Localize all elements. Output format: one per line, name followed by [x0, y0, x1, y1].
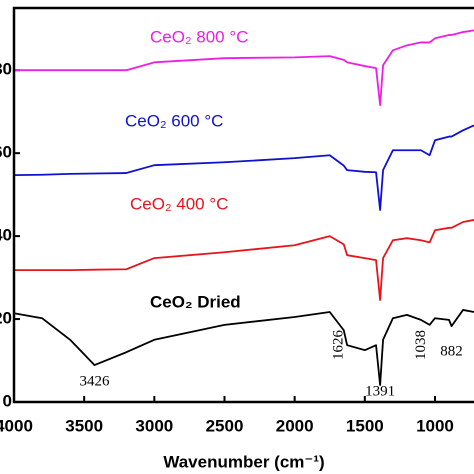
y-tick-label: 40: [0, 226, 12, 245]
series-label: CeO₂ Dried: [150, 292, 241, 311]
spectrum-line: [13, 124, 474, 211]
spectrum-line: [14, 29, 474, 106]
x-tick-label: 1000: [416, 416, 454, 435]
peak-label: 3426: [80, 373, 111, 389]
peak-label: 1038: [413, 330, 429, 360]
series-label: CeO₂ 600 °C: [125, 111, 223, 130]
series-label: CeO₂ 800 °C: [150, 27, 248, 46]
plot-frame: [12, 6, 474, 404]
x-tick-label: 2500: [206, 416, 244, 435]
x-tick-label: 1500: [346, 416, 384, 435]
peak-label: 882: [440, 343, 463, 359]
spectrum-line: [14, 219, 474, 301]
x-axis-label: Wavenumber (cm⁻¹): [163, 452, 324, 471]
y-tick-label: 60: [0, 143, 12, 162]
x-tick-label: 4000: [0, 416, 33, 435]
series-label: CeO₂ 400 °C: [130, 194, 228, 213]
spectrum-line: [13, 309, 474, 386]
y-tick-label: 80: [0, 60, 12, 79]
y-tick-label: 0: [3, 391, 12, 410]
x-tick-label: 2000: [276, 416, 314, 435]
x-tick-label: 3500: [65, 416, 103, 435]
peak-label: 1626: [331, 330, 347, 361]
peak-label: 1391: [365, 383, 395, 399]
y-tick-label: 20: [0, 309, 12, 328]
x-tick-label: 3000: [135, 416, 173, 435]
